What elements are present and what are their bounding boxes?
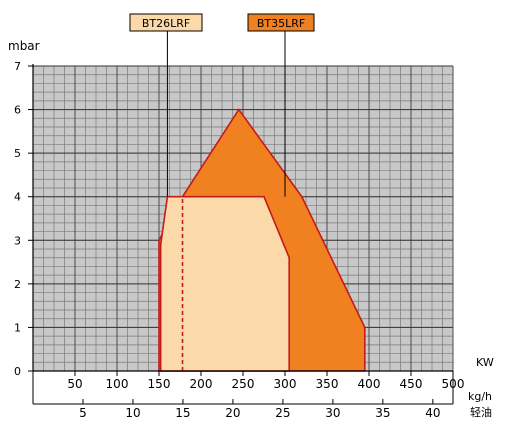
y-tick-label: 3 (14, 234, 21, 247)
x-tick-label-kgh: 10 (125, 406, 140, 420)
x-tick-label-kgh: 30 (325, 406, 340, 420)
x-tick-label-kgh: 5 (79, 406, 87, 420)
series-layer (158, 108, 366, 372)
y-tick-label: 1 (14, 321, 21, 334)
y-tick-label: 0 (14, 365, 21, 378)
x-tick-label-kgh: 35 (375, 406, 390, 420)
x-axis-label-fuel: 轻油 (470, 405, 492, 419)
x-tick-label-kgh: 25 (275, 406, 290, 420)
labels-layer: 0 1 2 3 4 5 6 7 mbar 50 100 150 200 250 300 350 400 450 50… (8, 39, 494, 420)
y-tick-label: 6 (14, 104, 21, 117)
x-tick-label-kw: 300 (274, 377, 297, 391)
x-tick-label-kw: 500 (442, 377, 465, 391)
series-area-bt26lrf (159, 195, 291, 372)
legend-box-bt35lrf (247, 13, 315, 32)
x-tick-label-kw: 350 (316, 377, 339, 391)
y-tick-label: 7 (14, 60, 21, 73)
x-tick-label-kw: 400 (358, 377, 381, 391)
y-tick-label: 5 (14, 147, 21, 160)
legend-box-bt26lrf (129, 13, 203, 32)
legend-layer: BT26LRF BT35LRF (129, 13, 315, 197)
legend-label-bt35lrf: BT35LRF (257, 17, 305, 30)
x-tick-label-kw: 100 (106, 377, 129, 391)
x-tick-label-kw: 150 (148, 377, 171, 391)
x-tick-label-kw: 50 (67, 377, 82, 391)
x-tick-label-kgh: 40 (425, 406, 440, 420)
x-axis-label-kgh: kg/h (468, 390, 492, 403)
axes-layer (28, 64, 454, 405)
x-tick-label-kgh: 20 (225, 406, 240, 420)
x-tick-label-kgh: 15 (175, 406, 190, 420)
y-axis-label: mbar (8, 39, 40, 53)
x-axis-label-kw: KW (476, 356, 494, 369)
x-tick-label-kw: 450 (400, 377, 423, 391)
x-tick-label-kw: 250 (232, 377, 255, 391)
y-tick-label: 4 (14, 191, 21, 204)
legend-label-bt26lrf: BT26LRF (142, 17, 190, 30)
x-tick-label-kw: 200 (190, 377, 213, 391)
y-tick-label: 2 (14, 278, 21, 291)
